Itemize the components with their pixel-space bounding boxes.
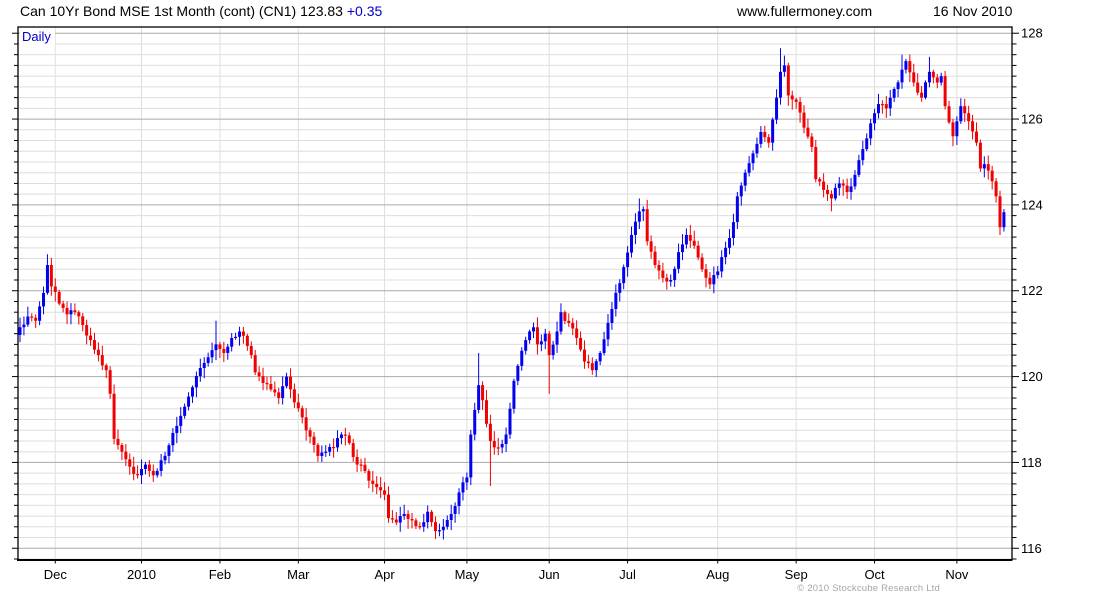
svg-text:Dec: Dec — [44, 567, 68, 582]
svg-text:Jul: Jul — [619, 567, 636, 582]
svg-text:Sep: Sep — [785, 567, 808, 582]
date-label: 16 Nov 2010 — [933, 3, 1013, 19]
svg-text:Mar: Mar — [287, 567, 310, 582]
website-link[interactable]: www.fullermoney.com — [737, 3, 873, 19]
price-change: +0.35 — [346, 3, 383, 19]
svg-text:120: 120 — [1021, 369, 1043, 384]
svg-text:124: 124 — [1021, 197, 1043, 212]
svg-text:Feb: Feb — [209, 567, 231, 582]
svg-text:116: 116 — [1021, 541, 1042, 556]
frequency-badge: Daily — [20, 28, 55, 45]
svg-text:118: 118 — [1021, 455, 1042, 470]
svg-text:128: 128 — [1021, 26, 1043, 41]
svg-text:Jun: Jun — [539, 567, 560, 582]
last-price: 123.83 — [300, 3, 343, 19]
svg-text:Oct: Oct — [864, 567, 885, 582]
instrument-name: Can 10Yr Bond MSE 1st Month (cont) (CN1) — [20, 3, 297, 19]
svg-text:2010: 2010 — [127, 567, 156, 582]
svg-text:Nov: Nov — [945, 567, 969, 582]
copyright-label: © 2010 Stockcube Research Ltd — [797, 583, 940, 594]
svg-text:Aug: Aug — [706, 567, 729, 582]
svg-text:126: 126 — [1021, 112, 1043, 127]
svg-text:May: May — [455, 567, 480, 582]
chart-title: Can 10Yr Bond MSE 1st Month (cont) (CN1)… — [20, 3, 382, 19]
svg-text:122: 122 — [1021, 283, 1043, 298]
svg-text:Apr: Apr — [374, 567, 395, 582]
